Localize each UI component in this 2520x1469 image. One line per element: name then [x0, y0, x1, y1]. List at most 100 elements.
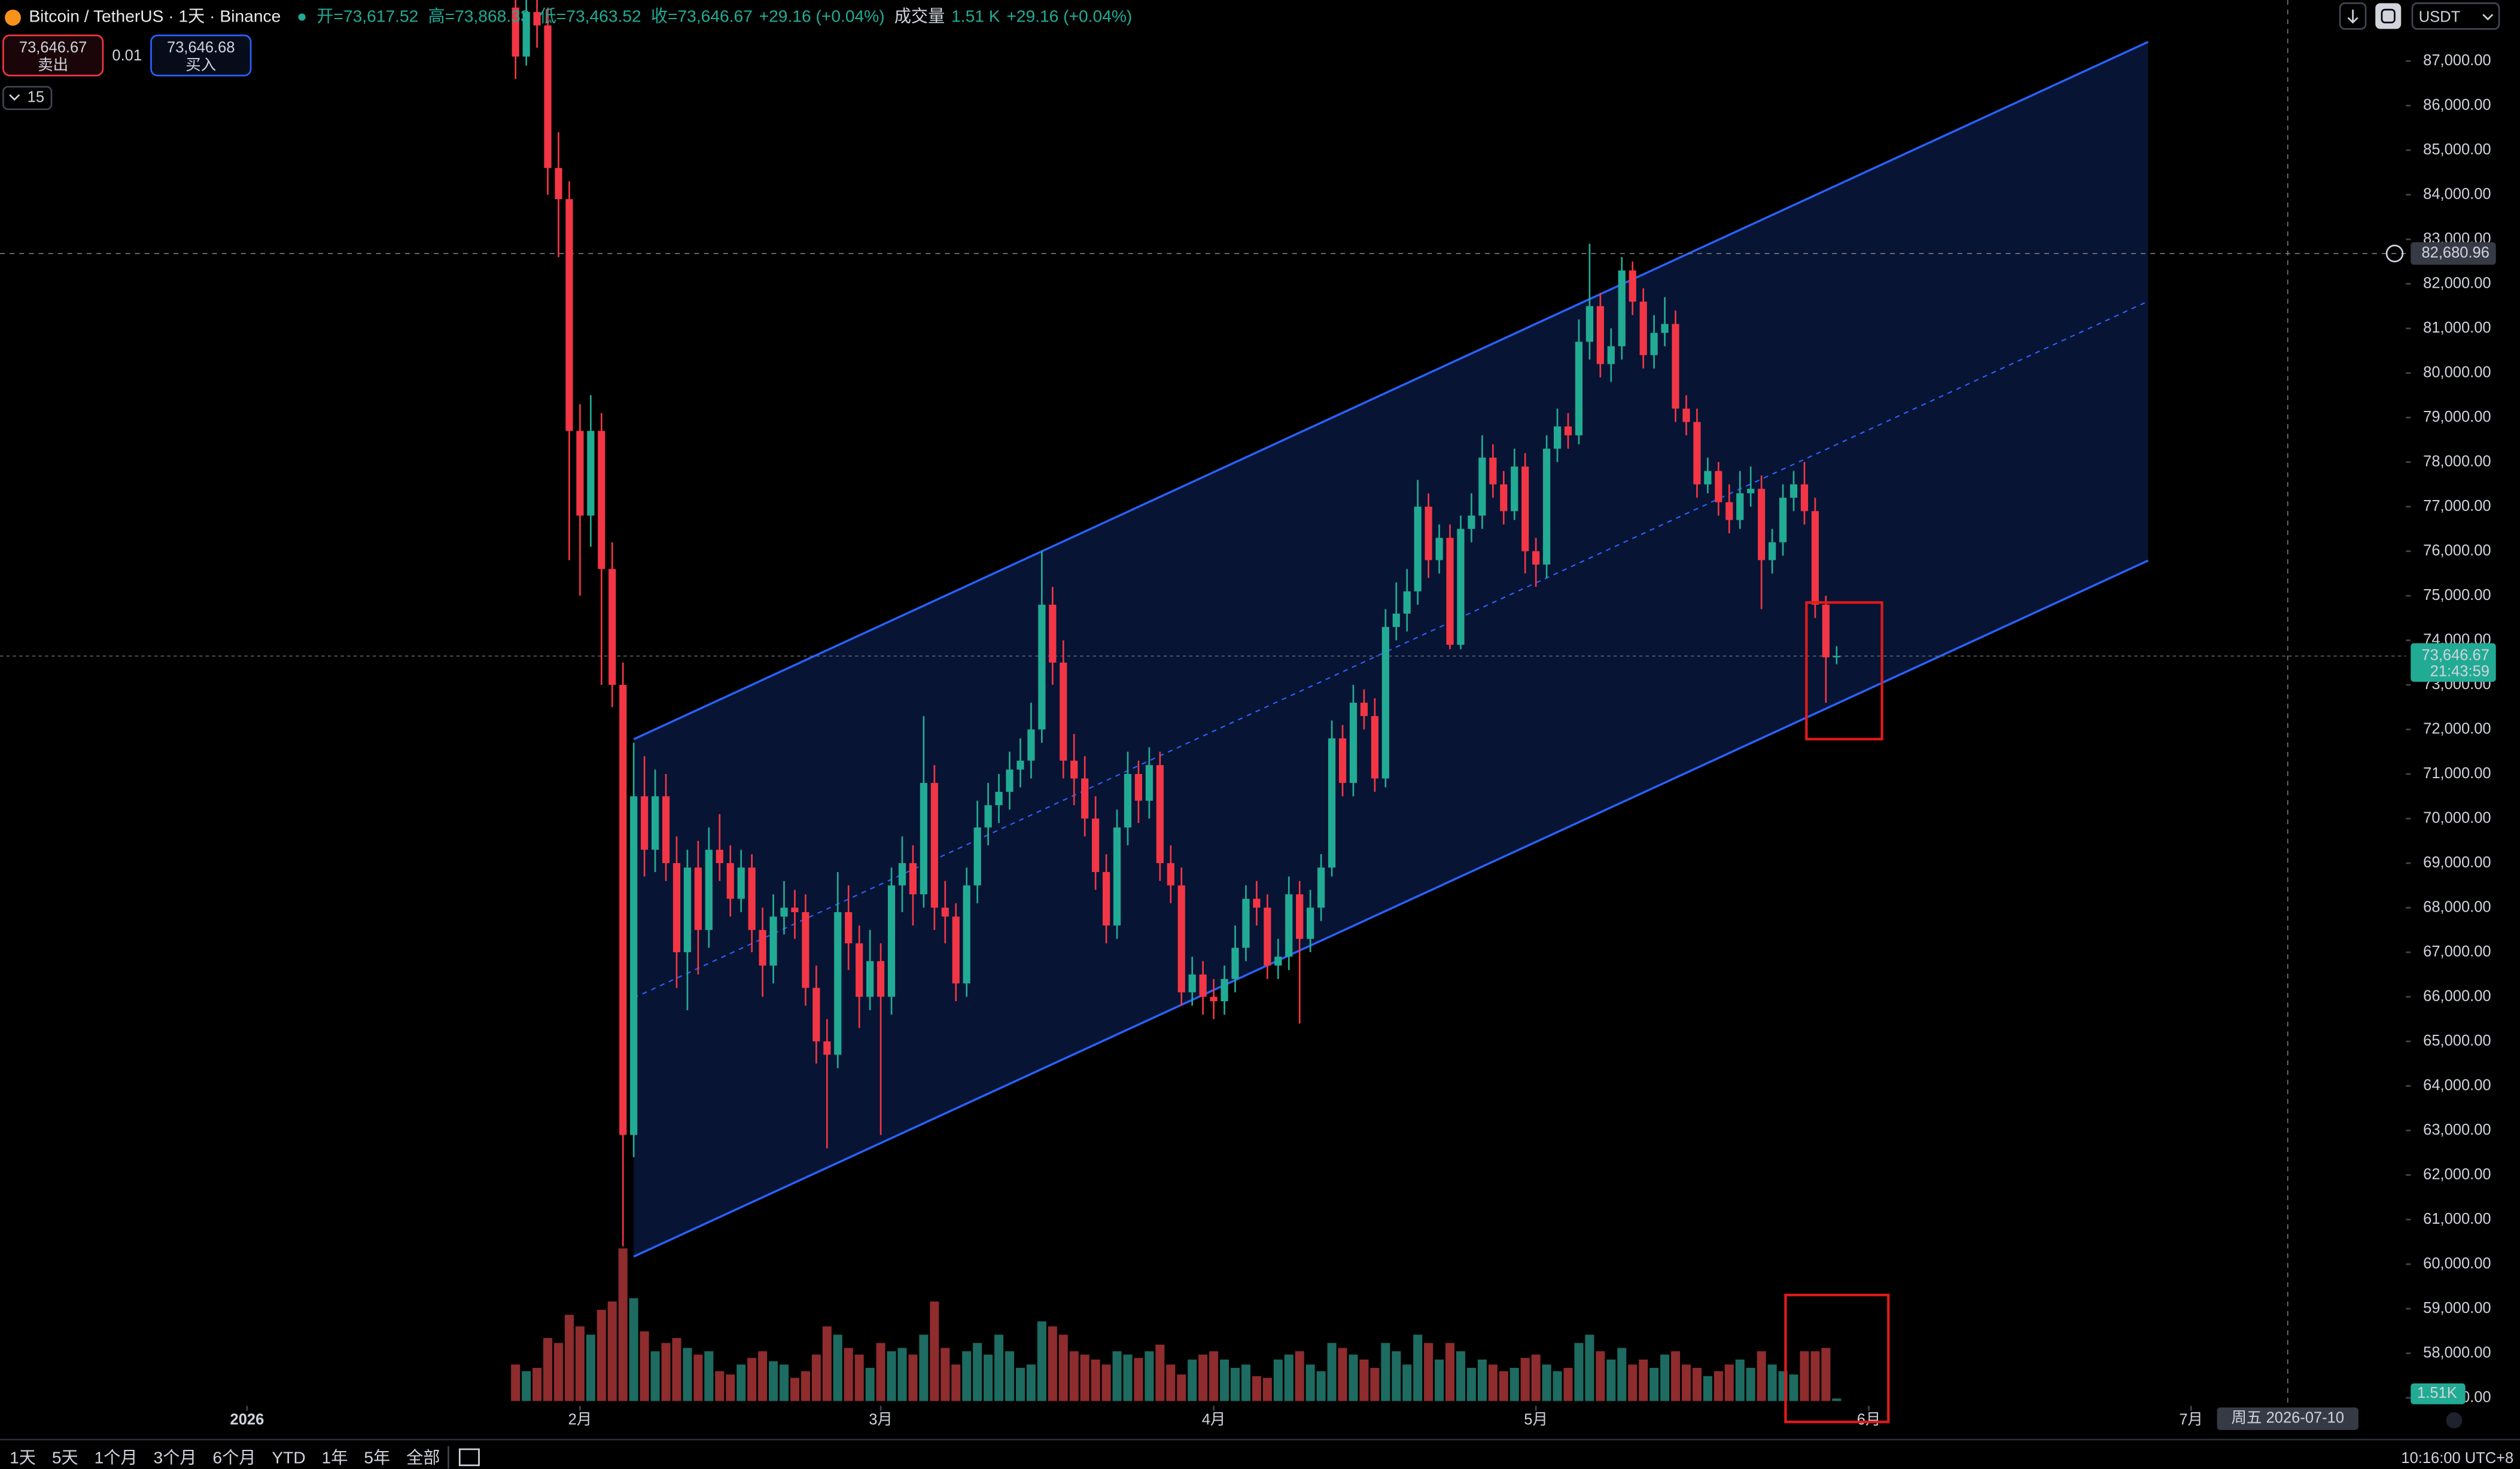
timeframe-button[interactable]: 3个月: [154, 1448, 197, 1467]
timeframe-button[interactable]: 1年: [322, 1448, 348, 1467]
timeframe-button[interactable]: 1天: [10, 1448, 36, 1467]
candle-body: [1081, 778, 1089, 819]
candle-body: [1403, 591, 1411, 614]
candle-body: [705, 849, 713, 930]
volume-bar: [1821, 1348, 1831, 1401]
candle-body: [1715, 471, 1722, 502]
volume-bar: [1606, 1360, 1616, 1401]
sell-label[interactable]: 卖出: [38, 57, 68, 74]
volume-bar: [1316, 1371, 1326, 1401]
volume-bar: [726, 1374, 735, 1401]
volume-bar: [1639, 1360, 1648, 1401]
candle-body: [1124, 774, 1132, 828]
candle-body: [952, 916, 960, 984]
candle-body: [1360, 702, 1368, 717]
crosshair-date-badge: [2217, 1407, 2358, 1430]
y-tick-label: 76,000.00: [2423, 542, 2491, 559]
buy-button[interactable]: 73,646.68 买入: [150, 34, 252, 77]
candle-body: [726, 863, 734, 899]
sell-price[interactable]: 73,646.67: [19, 39, 87, 56]
volume-bar: [640, 1331, 649, 1401]
candle-body: [1307, 907, 1314, 939]
candle-body: [683, 867, 692, 953]
volume-bar: [1101, 1364, 1111, 1401]
chevron[interactable]: [9, 94, 20, 101]
buy-box[interactable]: [150, 34, 252, 77]
y-tick-label: 84,000.00: [2423, 185, 2491, 202]
candle-body: [984, 805, 992, 828]
chevron: [2482, 14, 2494, 21]
volume-bar: [586, 1334, 595, 1401]
volume-bar: [1488, 1364, 1498, 1401]
candle-body: [619, 685, 627, 1135]
volume-bar: [1359, 1360, 1369, 1401]
volume-bar: [1091, 1360, 1100, 1401]
volume-bar: [1338, 1348, 1347, 1401]
candle-body: [930, 782, 938, 908]
currency[interactable]: USDT: [2419, 8, 2460, 25]
indicator-count[interactable]: 15: [28, 89, 44, 106]
volume-bar: [897, 1348, 907, 1401]
buy-label[interactable]: 买入: [185, 57, 216, 74]
candle-body: [1253, 898, 1261, 908]
timeframe-button[interactable]: 5天: [52, 1448, 78, 1467]
date-range-button[interactable]: [458, 1448, 480, 1467]
volume-bar: [1563, 1367, 1573, 1401]
volume-bar: [854, 1354, 864, 1401]
candle-body: [608, 569, 616, 685]
candle-body: [1113, 827, 1121, 926]
volume-bar: [1080, 1354, 1089, 1401]
x-tick-label: 6月: [1857, 1411, 1881, 1428]
timeframe-button[interactable]: 全部: [406, 1448, 440, 1467]
timeframe-button[interactable]: 6个月: [212, 1448, 255, 1467]
volume-bar: [1649, 1367, 1659, 1401]
crosshair-price-badge: [2411, 242, 2496, 265]
ohlc-low: 低=73,463.52: [540, 7, 641, 26]
volume-bar: [769, 1361, 778, 1401]
candle-body: [1822, 604, 1830, 658]
add-alert[interactable]: [2385, 245, 2404, 263]
buy-price[interactable]: 73,646.68: [167, 39, 235, 56]
candle-body: [1317, 867, 1325, 908]
indicator-toggle[interactable]: 15: [2, 86, 53, 111]
volume-bar: [1703, 1376, 1712, 1401]
volume-bar: [1026, 1364, 1036, 1401]
candle-body: [1725, 502, 1733, 520]
candle-body: [1585, 306, 1594, 342]
indicator-box[interactable]: [2, 86, 53, 111]
timeframe-button[interactable]: 5年: [364, 1448, 390, 1467]
currency-select[interactable]: [2411, 2, 2500, 30]
candle-body: [630, 796, 638, 1135]
volume-bar: [715, 1371, 725, 1401]
candle-body: [1833, 656, 1840, 658]
channel-line: [633, 559, 2149, 1258]
candle-body: [898, 863, 906, 886]
candle-body: [1779, 498, 1787, 543]
volume-bar: [1327, 1343, 1337, 1401]
candle-body: [1145, 765, 1153, 801]
candle-body: [995, 791, 1003, 806]
volume-bar: [1757, 1351, 1766, 1401]
y-tick-label: 62,000.00: [2423, 1166, 2491, 1182]
candle-body: [780, 907, 788, 917]
auto-scale[interactable]: [2446, 1412, 2463, 1429]
volume-bar: [1832, 1398, 1842, 1401]
x-tick-label: 2026: [230, 1411, 264, 1428]
volume-bar: [1381, 1343, 1390, 1401]
volume-bar: [1670, 1351, 1681, 1401]
timeframe-button[interactable]: YTD: [272, 1448, 305, 1467]
candle-body: [1425, 507, 1432, 560]
timeframe-button[interactable]: 1个月: [95, 1448, 138, 1467]
candle-body: [1177, 885, 1185, 993]
settings-button[interactable]: [2375, 3, 2402, 29]
volume-bar: [973, 1343, 982, 1401]
sell-button[interactable]: 73,646.67 卖出: [2, 34, 104, 77]
candle-body: [1328, 738, 1336, 868]
symbol: Bitcoin / TetherUS · 1天 · Binance: [29, 7, 281, 26]
candle-body: [856, 943, 863, 997]
volume-bar: [1209, 1351, 1219, 1401]
volume-bar: [1252, 1376, 1261, 1401]
volume-bar: [1692, 1367, 1702, 1401]
sell-box[interactable]: [2, 34, 104, 77]
candle-body: [1704, 471, 1712, 484]
